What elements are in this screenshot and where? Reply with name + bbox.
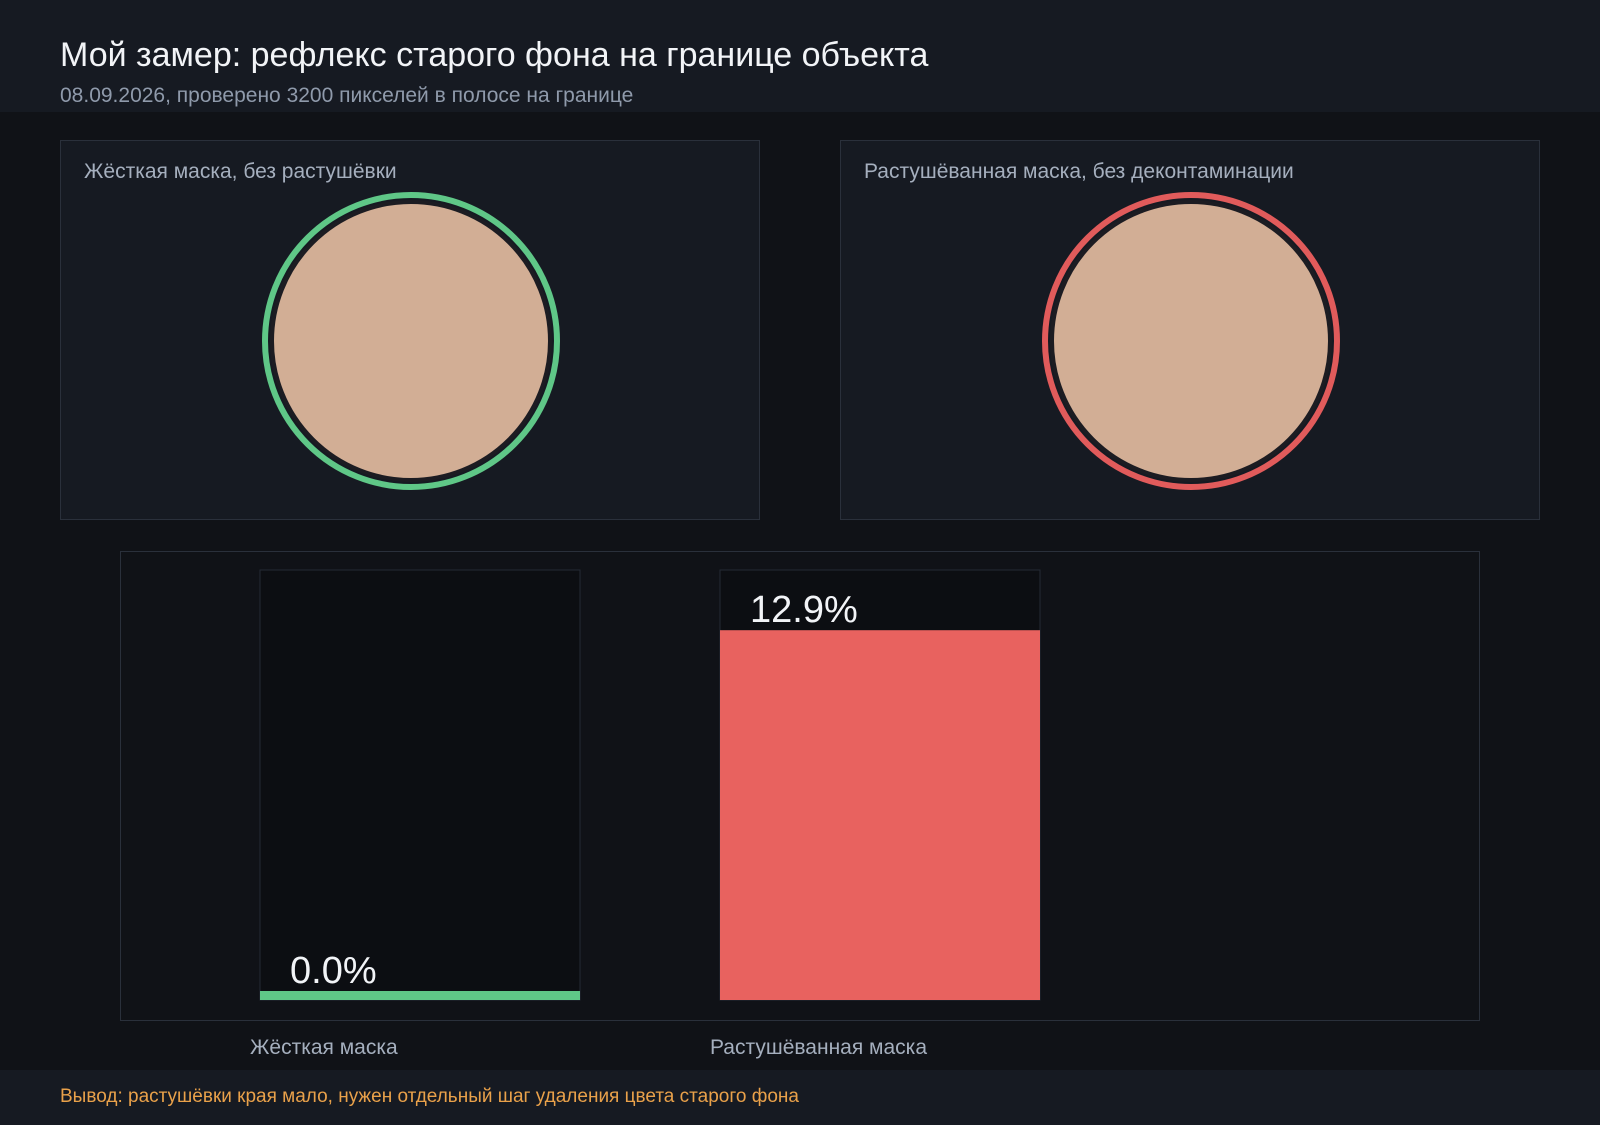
bar-category-label: Растушёванная маска bbox=[710, 1036, 927, 1059]
panel-feathered-mask: Растушёванная маска, без деконтаминации bbox=[840, 140, 1540, 520]
bar bbox=[720, 630, 1040, 1000]
chart-frame bbox=[120, 551, 1480, 1021]
hard-mask-subject bbox=[270, 200, 552, 482]
bar-slot bbox=[259, 569, 581, 1001]
feathered-mask-preview bbox=[1042, 192, 1340, 490]
panel-hard-mask: Жёсткая маска, без растушёвки bbox=[60, 140, 760, 520]
header: Мой замер: рефлекс старого фона на грани… bbox=[0, 0, 1600, 112]
bar-value-label: 0.0% bbox=[290, 950, 377, 992]
panel-hard-mask-label: Жёсткая маска, без растушёвки bbox=[84, 160, 397, 183]
bar-category-label: Жёсткая маска bbox=[250, 1036, 398, 1059]
page-subtitle: 08.09.2026, проверено 3200 пикселей в по… bbox=[60, 84, 634, 107]
page-title: Мой замер: рефлекс старого фона на грани… bbox=[60, 36, 929, 74]
feathered-mask-edge-ring bbox=[1042, 192, 1340, 490]
hard-mask-preview bbox=[262, 192, 560, 490]
footer: Вывод: растушёвки края мало, нужен отдел… bbox=[0, 1070, 1600, 1125]
contamination-bar-chart: 0.0% Жёсткая маска 12.9% Растушёванная маск… bbox=[250, 569, 1041, 1059]
feathered-mask-subject bbox=[1050, 200, 1332, 482]
panel-feathered-mask-label: Растушёванная маска, без деконтаминации bbox=[864, 160, 1294, 183]
conclusion-text: Вывод: растушёвки края мало, нужен отдел… bbox=[60, 1086, 799, 1107]
bar-value-label: 12.9% bbox=[750, 589, 858, 631]
bar bbox=[260, 991, 580, 1000]
hard-mask-edge-ring bbox=[262, 192, 560, 490]
